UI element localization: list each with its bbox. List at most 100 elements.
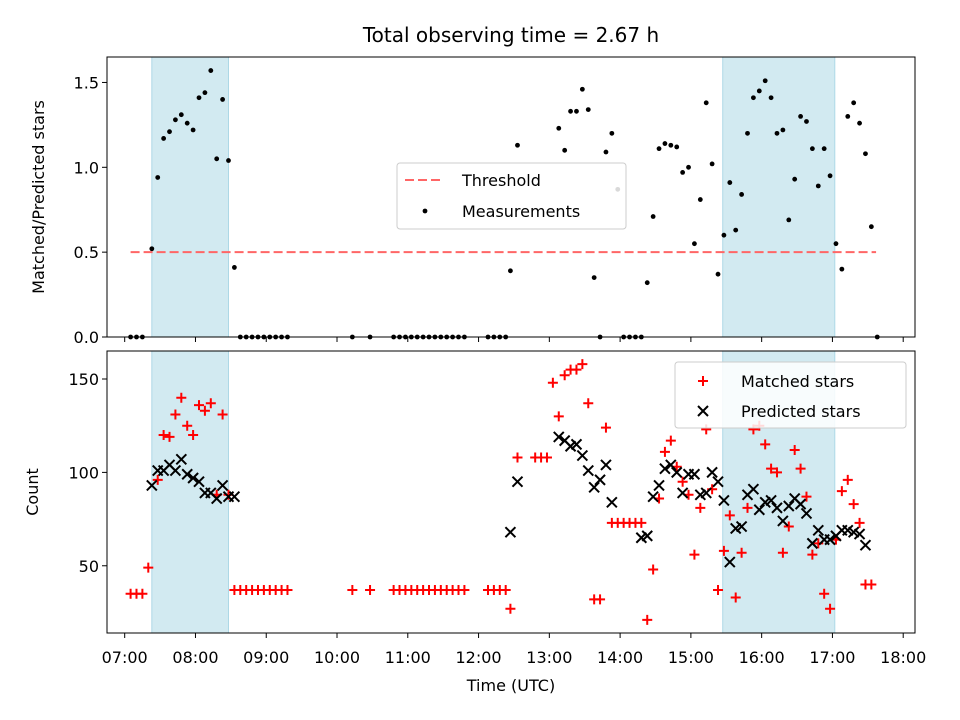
predicted-star-point: [794, 498, 807, 510]
matched-star-point: [842, 474, 853, 485]
predicted-star-point: [671, 466, 683, 479]
predicted-star-point: [676, 487, 689, 499]
matched-star-point: [600, 422, 611, 433]
measurement-point: [226, 158, 231, 163]
measurement-point: [745, 130, 750, 136]
predicted-star-point: [765, 494, 777, 507]
measurement-point: [703, 100, 709, 106]
x-tick-label: 18:00: [880, 648, 926, 667]
x-tick-label: 11:00: [385, 648, 431, 667]
x-tick-label: 10:00: [314, 648, 360, 667]
legend-measurement-swatch: [422, 208, 428, 214]
matched-star-point: [648, 564, 659, 575]
matched-star-point: [559, 370, 570, 381]
matched-star-point: [801, 491, 812, 502]
x-axis-label: Time (UTC): [466, 676, 555, 695]
matched-star-point: [854, 517, 865, 528]
predicted-star-point: [812, 524, 824, 536]
measurement-point: [196, 95, 202, 101]
matched-star-point: [459, 585, 470, 596]
matched-star-point: [365, 585, 376, 596]
legend-measurement-label: Measurements: [462, 202, 580, 221]
matched-star-point: [665, 435, 676, 446]
measurement-point: [721, 232, 727, 238]
matched-star-point: [282, 585, 293, 596]
matched-star-point: [689, 549, 700, 560]
bottom-panel: 50 100 150 07:00 08:00 09:00 10:00 11:00 12:00 13…: [23, 350, 926, 667]
plot-frame: [106, 350, 916, 634]
matched-star-point: [766, 463, 777, 474]
matched-star-point: [777, 547, 788, 558]
predicted-star-point: [688, 468, 701, 480]
predicted-star-point: [576, 449, 589, 462]
matched-star-point: [718, 545, 729, 556]
shaded-interval: [722, 56, 836, 338]
predicted-star-point: [193, 476, 205, 488]
measurement-point: [603, 149, 609, 155]
predicted-star-point: [771, 502, 783, 514]
matched-star-point: [695, 502, 706, 513]
measurement-point: [155, 175, 161, 180]
x-tick-label: 07:00: [102, 648, 148, 667]
predicted-star-point: [588, 481, 600, 494]
measurement-point: [786, 217, 792, 223]
measurement-point: [733, 227, 739, 233]
measurement-point: [668, 142, 674, 148]
matched-star-point: [736, 547, 747, 558]
shaded-interval: [151, 56, 229, 338]
measurement-point: [579, 86, 585, 92]
matched-star-point: [347, 585, 358, 596]
y-tick-label: 100: [68, 463, 99, 482]
x-tick-label: 08:00: [172, 648, 218, 667]
measurement-point: [208, 68, 214, 73]
measurement-point: [851, 100, 857, 106]
y-axis-label: Count: [23, 468, 42, 516]
measurement-point: [756, 88, 762, 94]
predicted-star-point: [187, 472, 199, 484]
predicted-star-point: [747, 483, 760, 495]
measurement-point: [768, 95, 774, 101]
matched-star-point: [636, 517, 647, 528]
measurement-point: [868, 224, 874, 230]
measurement-point: [792, 176, 798, 182]
matched-star-point: [789, 444, 800, 455]
matched-star-point: [217, 409, 228, 420]
measurement-point: [609, 130, 615, 136]
legend: Matched stars Predicted stars: [674, 361, 907, 429]
matched-star-point: [825, 603, 836, 614]
y-tick-label: 0.5: [74, 243, 99, 262]
matched-star-point: [547, 377, 558, 388]
matched-star-point: [760, 439, 771, 450]
measurement-point: [804, 119, 809, 124]
measurement-point: [650, 214, 656, 219]
matched-star-point: [158, 430, 169, 441]
matched-star-point: [143, 562, 154, 573]
predicted-star-point: [606, 496, 618, 508]
measurement-point: [190, 127, 196, 133]
x-tick-label: 12:00: [456, 648, 502, 667]
predicted-star-point: [853, 528, 866, 540]
predicted-star-point: [653, 479, 665, 492]
predicted-star-point: [504, 526, 517, 538]
measurement-point: [727, 180, 733, 185]
matched-star-point: [742, 502, 753, 513]
matched-star-point: [783, 521, 794, 532]
predicted-star-point: [806, 537, 819, 550]
legend-matched-swatch: [698, 376, 708, 386]
measurement-point: [751, 95, 756, 101]
y-tick-label: 1.5: [74, 73, 99, 92]
measurement-point: [815, 183, 821, 189]
measurement-point: [857, 120, 862, 126]
matched-star-point: [500, 585, 511, 596]
legend-predicted-label: Predicted stars: [741, 402, 861, 421]
predicted-star-point: [228, 490, 241, 503]
predicted-star-point: [600, 459, 612, 471]
predicted-star-point: [783, 500, 795, 512]
measurement-point: [585, 107, 591, 113]
matched-star-point: [571, 364, 582, 375]
matched-star-point: [505, 603, 516, 614]
predicted-star-point: [753, 504, 766, 516]
measurement-point: [821, 146, 827, 152]
predicted-star-point: [594, 474, 606, 486]
